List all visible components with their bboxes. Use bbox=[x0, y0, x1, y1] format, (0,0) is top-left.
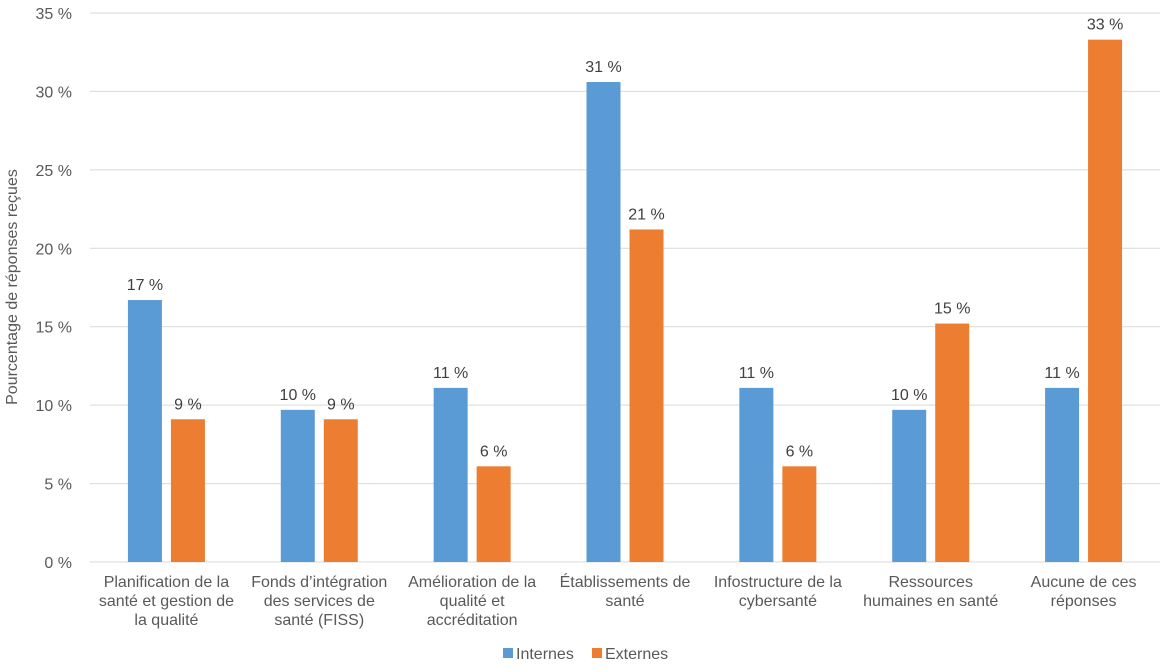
data-label: 33 % bbox=[1087, 17, 1123, 34]
bar-internes bbox=[892, 409, 927, 562]
data-label: 11 % bbox=[433, 365, 468, 382]
x-category-line: Ressources bbox=[888, 574, 972, 591]
y-tick-label: 10 % bbox=[36, 398, 72, 415]
gridlines bbox=[90, 12, 1160, 563]
bar-externes bbox=[935, 323, 970, 562]
data-label: 11 % bbox=[1044, 365, 1079, 382]
x-category-label: Infostructure de la cybersanté bbox=[714, 574, 842, 610]
x-category-line: qualité et bbox=[440, 593, 505, 610]
data-label: 15 % bbox=[934, 301, 970, 318]
x-category-line: des services de bbox=[264, 593, 375, 610]
y-tick-label: 15 % bbox=[36, 320, 72, 337]
x-category-line: Amélioration de la bbox=[408, 574, 536, 591]
bar-internes bbox=[586, 82, 621, 562]
y-tick-label: 20 % bbox=[36, 241, 72, 258]
x-category-line: cybersanté bbox=[739, 593, 817, 610]
bar-externes bbox=[323, 419, 358, 562]
x-category-label: Aucune de ces réponses bbox=[1031, 574, 1137, 610]
bar-externes bbox=[782, 466, 817, 562]
data-label: 6 % bbox=[480, 443, 508, 460]
bar-internes bbox=[1045, 387, 1080, 562]
data-label: 10 % bbox=[891, 387, 927, 404]
x-category-label: Fonds d’intégration des services de santé … bbox=[251, 574, 387, 629]
x-category-line: Aucune de ces bbox=[1031, 574, 1137, 591]
data-label: 11 % bbox=[739, 365, 774, 382]
y-tick-label: 30 % bbox=[36, 84, 72, 101]
x-category-line: Planification de la bbox=[104, 574, 230, 591]
y-tick-label: 5 % bbox=[44, 477, 72, 494]
x-category-label: Amélioration de la qualité et accréditatio… bbox=[408, 574, 536, 629]
x-category-line: santé et gestion de bbox=[99, 593, 234, 610]
data-label: 21 % bbox=[628, 206, 664, 223]
legend-label-internes: Internes bbox=[516, 646, 574, 663]
x-category-label: Établissements de santé bbox=[560, 572, 691, 610]
x-category-line: réponses bbox=[1051, 593, 1117, 610]
bars bbox=[127, 39, 1123, 563]
data-label: 6 % bbox=[786, 443, 814, 460]
bar-internes bbox=[127, 300, 162, 562]
x-category-line: Infostructure de la bbox=[714, 574, 842, 591]
x-category-line: Établissements de bbox=[560, 572, 691, 591]
bar-internes bbox=[280, 409, 315, 562]
data-label: 9 % bbox=[327, 396, 355, 413]
x-category-label: Planification de la santé et gestion de la… bbox=[99, 574, 234, 629]
legend: Internes Externes bbox=[503, 646, 668, 663]
x-category-line: humaines en santé bbox=[863, 593, 998, 610]
bar-externes bbox=[170, 419, 205, 562]
x-category-label: Ressources humaines en santé bbox=[863, 574, 998, 610]
data-label: 9 % bbox=[174, 396, 202, 413]
data-labels: 17 % 9 % 10 % 9 % 11 % 6 % 31 % 21 % 11 % 6 % 10 %… bbox=[127, 17, 1124, 461]
x-category-line: la qualité bbox=[134, 612, 198, 629]
bar-externes bbox=[476, 466, 511, 562]
y-axis-ticks: 0 % 5 % 10 % 15 % 20 % 25 % 30 % 35 % bbox=[36, 6, 72, 572]
bar-internes bbox=[433, 387, 468, 562]
data-label: 17 % bbox=[127, 277, 163, 294]
data-label: 10 % bbox=[280, 387, 316, 404]
y-axis-label: Pourcentage de réponses reçues bbox=[4, 169, 21, 405]
y-tick-label: 25 % bbox=[36, 163, 72, 180]
bar-externes bbox=[1088, 39, 1123, 563]
x-category-line: santé (FISS) bbox=[274, 612, 364, 629]
data-label: 31 % bbox=[585, 59, 621, 76]
x-category-line: accréditation bbox=[427, 612, 518, 629]
bar-internes bbox=[739, 387, 774, 562]
legend-swatch-externes bbox=[592, 648, 602, 658]
legend-swatch-internes bbox=[503, 648, 513, 658]
legend-label-externes: Externes bbox=[605, 646, 668, 663]
bar-externes bbox=[629, 229, 664, 562]
y-tick-label: 35 % bbox=[36, 6, 72, 23]
x-category-line: Fonds d’intégration bbox=[251, 574, 387, 591]
x-category-line: santé bbox=[605, 593, 644, 610]
x-axis-categories: Planification de la santé et gestion de la… bbox=[99, 572, 1137, 629]
y-tick-label: 0 % bbox=[44, 555, 72, 572]
